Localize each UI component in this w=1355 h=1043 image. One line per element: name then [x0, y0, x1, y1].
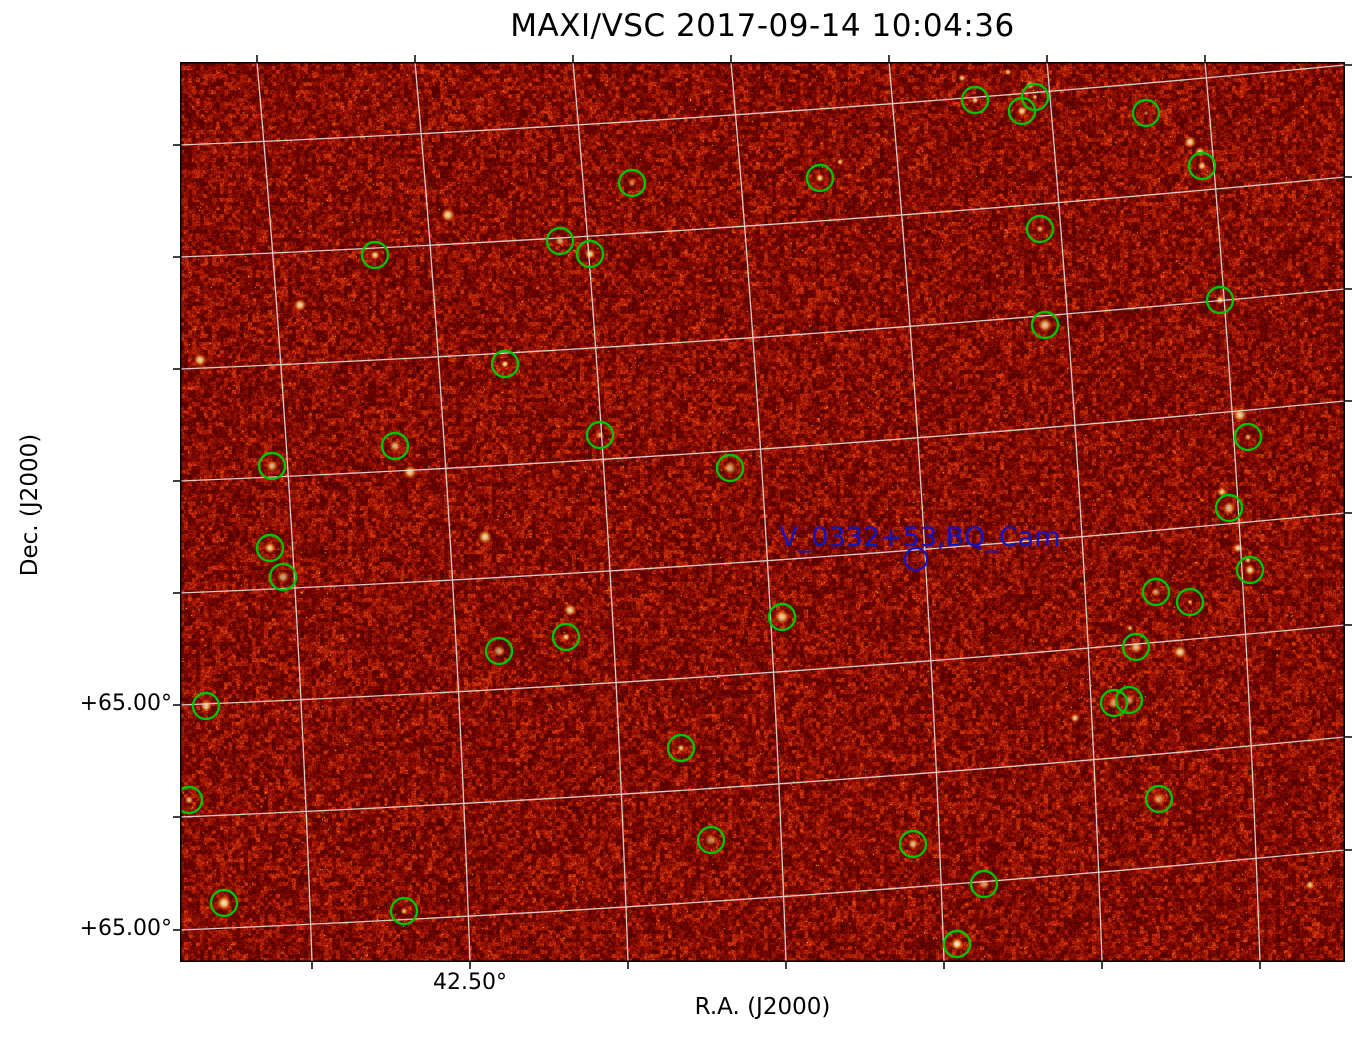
source-marker [1187, 151, 1217, 181]
source-marker [666, 733, 696, 763]
grid-line-ra [414, 62, 471, 962]
source-marker [1144, 784, 1174, 814]
source-marker [191, 691, 221, 721]
source-markers: V_0332+53,BQ_Cam [180, 82, 1265, 959]
sky-image-canvas [180, 62, 1345, 962]
grid-line-dec [180, 849, 1345, 931]
source-marker [490, 349, 520, 379]
source-marker [180, 785, 204, 815]
source-marker [767, 602, 797, 632]
grid-line-dec [180, 400, 1345, 482]
source-marker [575, 239, 605, 269]
source-marker [585, 420, 615, 450]
grid-line-ra [256, 62, 313, 962]
plot-area: V_0332+53,BQ_Cam [173, 55, 1352, 969]
labeled-source-name: V_0332+53,BQ_Cam [779, 522, 1060, 553]
source-marker [1121, 632, 1151, 662]
source-marker [551, 622, 581, 652]
chart-title: MAXI/VSC 2017-09-14 10:04:36 [510, 8, 1015, 44]
grid-line-ra [888, 62, 945, 962]
grid-line-ra [1204, 62, 1261, 962]
grid-line-dec [180, 512, 1345, 594]
source-marker [617, 168, 647, 198]
source-marker [255, 533, 285, 563]
source-marker [1099, 688, 1129, 718]
source-marker [389, 896, 419, 926]
source-marker [969, 869, 999, 899]
source-marker [1025, 214, 1055, 244]
source-marker [715, 453, 745, 483]
grid-line-ra [730, 62, 787, 962]
source-marker [257, 451, 287, 481]
y-axis-label: Dec. (J2000) [17, 433, 43, 577]
coordinate-grid [180, 62, 1345, 962]
source-marker [942, 929, 972, 959]
grid-line-dec [180, 736, 1345, 818]
source-marker [898, 829, 928, 859]
source-marker [1233, 422, 1263, 452]
source-marker [1141, 577, 1171, 607]
grid-line-ra [572, 62, 629, 962]
plot-overlay: V_0332+53,BQ_Cam [173, 55, 1352, 969]
source-marker [1235, 555, 1265, 585]
source-marker [696, 825, 726, 855]
grid-line-ra [1046, 62, 1103, 962]
x-tick-label: 42.50° [433, 970, 507, 995]
source-marker [1131, 98, 1161, 128]
axis-ticks [173, 55, 1352, 969]
source-marker [1114, 685, 1144, 715]
grid-line-dec [180, 176, 1345, 258]
source-marker [545, 226, 575, 256]
grid-line-dec [180, 288, 1345, 370]
source-marker [360, 240, 390, 270]
x-axis-label: R.A. (J2000) [694, 994, 831, 1020]
y-tick-label: +65.00° [79, 691, 172, 716]
y-tick-label: +65.00° [79, 916, 172, 941]
source-marker [1030, 310, 1060, 340]
grid-line-dec [180, 624, 1345, 706]
source-marker [960, 85, 990, 115]
grid-line-dec [180, 64, 1345, 146]
source-marker [1214, 493, 1244, 523]
labeled-source-marker [903, 546, 929, 572]
source-marker [209, 888, 239, 918]
source-marker [1020, 82, 1050, 112]
source-marker [380, 431, 410, 461]
plot-border [180, 62, 1345, 962]
source-marker [268, 562, 298, 592]
source-marker [1205, 285, 1235, 315]
source-marker [484, 636, 514, 666]
source-marker [805, 163, 835, 193]
source-marker [1175, 587, 1205, 617]
